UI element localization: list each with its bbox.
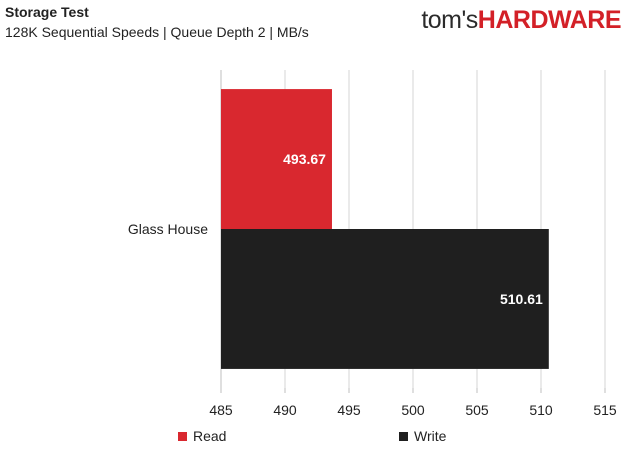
- x-tick-label: 490: [273, 402, 297, 418]
- logo-text-toms: tom's: [421, 6, 478, 34]
- legend-item-read: Read: [178, 428, 226, 444]
- bar-write: [221, 229, 549, 369]
- bar-read: [221, 89, 332, 229]
- brand-logo: tom'sHARDWARE: [421, 6, 621, 35]
- x-tick-label: 495: [337, 402, 361, 418]
- chart-subtitle: 128K Sequential Speeds | Queue Depth 2 |…: [5, 24, 309, 40]
- x-tick-label: 500: [401, 402, 425, 418]
- chart-title: Storage Test: [5, 4, 89, 20]
- legend-item-write: Write: [399, 428, 446, 444]
- legend-label-write: Write: [414, 428, 447, 444]
- legend-swatch-write: [399, 431, 408, 441]
- category-label: Glass House: [128, 221, 208, 237]
- x-tick-label: 505: [465, 402, 489, 418]
- logo-text-hardware: HARDWARE: [477, 6, 622, 34]
- legend-swatch-read: [178, 431, 187, 441]
- x-tick-label: 485: [209, 402, 233, 418]
- legend-label-read: Read: [193, 428, 227, 444]
- data-label-write: 510.61: [500, 291, 543, 307]
- x-tick-label: 510: [529, 402, 553, 418]
- data-label-read: 493.67: [283, 151, 326, 167]
- x-tick-label: 515: [593, 402, 617, 418]
